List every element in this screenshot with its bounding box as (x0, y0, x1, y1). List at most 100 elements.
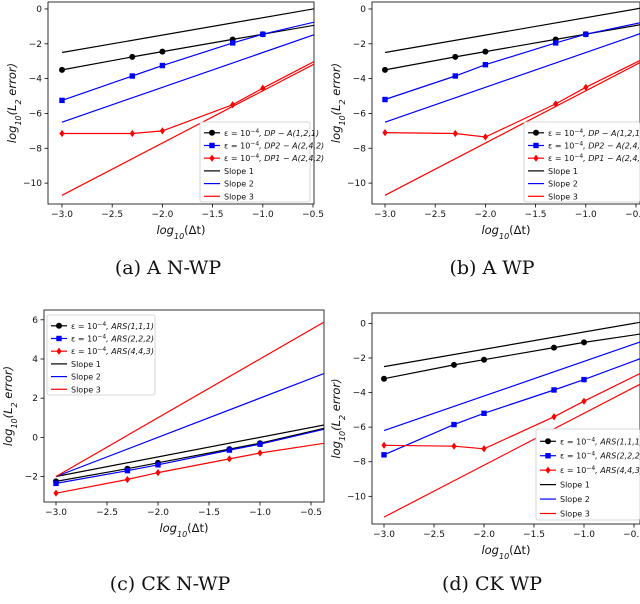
series-line (383, 358, 640, 456)
data-point (533, 154, 539, 162)
legend-label-part: ε = 10 (71, 347, 97, 356)
data-point (482, 61, 489, 68)
legend-label-part: , DP1 − A(2,4,2) (583, 154, 640, 163)
legend: ε = 10−4, DP − A(1,2,1)ε = 10−4, DP2 − A… (523, 121, 640, 203)
data-point (533, 129, 539, 136)
y-axis-label: log10(L2 error) (5, 63, 23, 143)
data-point (552, 40, 559, 46)
y-axis-label-part: (L (1, 407, 15, 418)
x-tick-label: −1.0 (249, 508, 271, 518)
data-point (551, 387, 557, 393)
data-point (229, 40, 236, 46)
data-point (451, 361, 457, 368)
data-point (59, 129, 65, 138)
legend-label-exp: −4 (250, 140, 259, 147)
data-point (482, 48, 489, 55)
y-axis-label-part: error) (5, 63, 19, 99)
legend-label: ε = 10−4, ARS(2,2,2) (560, 450, 640, 461)
data-point (53, 489, 59, 497)
x-axis-label: log10(Δt) (481, 543, 530, 561)
legend-label: Slope 1 (548, 167, 578, 176)
legend-label: Slope 1 (224, 167, 254, 176)
panel-d-chart: −3.0−2.5−2.0−1.5−1.0−0.50−2−4−6−8−10log1… (329, 312, 640, 561)
caption-b: (b) A WP (449, 257, 534, 279)
data-point (56, 335, 62, 342)
y-axis-label-sub: 10 (10, 418, 19, 428)
y-axis-label: log10(L2 error) (1, 366, 19, 446)
legend-label-exp: −4 (586, 450, 595, 457)
legend-label-part: , ARS(2,2,2) (106, 334, 154, 343)
reference-slope-line (384, 33, 640, 123)
data-point (533, 142, 539, 149)
series-line (61, 24, 314, 71)
data-point (159, 62, 166, 69)
reference-slope-line (55, 321, 324, 478)
legend-label-part: , DP1 − A(2,4,2) (259, 154, 324, 163)
x-axis-label: log10(Δt) (156, 223, 205, 241)
data-point (56, 322, 62, 329)
x-axis-label-sub: 10 (174, 232, 184, 241)
legend-label-part: ε = 10 (560, 466, 586, 475)
legend-label: Slope 2 (71, 373, 101, 382)
series-line (384, 22, 640, 101)
legend-label: ε = 10−4, DP − A(1,2,1) (224, 127, 319, 138)
x-axis-label-part: (Δt) (509, 223, 530, 237)
legend-label-exp: −4 (586, 436, 595, 443)
panel-a-chart: −3.0 −2.5 −2.0 −1.5 −1.0 −0.50−2−4−6−8−10log1… (5, 1, 324, 241)
data-point (159, 48, 166, 55)
legend-label-part: ε = 10 (224, 141, 250, 150)
reference-slope-line (61, 63, 314, 196)
x-tick-label: −2.0 (473, 530, 495, 540)
data-point (452, 73, 458, 79)
legend-label: Slope 2 (560, 495, 590, 504)
y-axis-label-sub: 2 (338, 415, 347, 420)
plot-area (59, 8, 314, 196)
y-axis-label-part: log (329, 441, 343, 459)
x-tick-label: −2.5 (96, 508, 118, 518)
y-axis-label-part: log (1, 429, 15, 447)
data-point (381, 452, 387, 458)
plot-frame (47, 1, 315, 205)
legend-box (535, 428, 640, 521)
x-tick-label: −2.5 (424, 210, 446, 220)
data-point (59, 66, 65, 73)
y-axis-label-part: error) (1, 366, 15, 402)
data-point (124, 475, 130, 484)
legend-label-part: , ARS(4,4,3) (595, 466, 640, 475)
series-line (55, 427, 324, 482)
legend-label-part: ε = 10 (548, 141, 574, 150)
data-point (451, 421, 457, 428)
series-line (55, 428, 324, 484)
reference-slope-line (61, 34, 314, 123)
data-point (226, 455, 232, 463)
data-point (124, 467, 131, 474)
reference-slope-line (384, 7, 640, 54)
y-axis-label-sub: 2 (10, 402, 19, 407)
x-tick-label: −2.5 (423, 530, 445, 540)
legend-label: ε = 10−4, DP2 − A(2,4,2) (548, 140, 640, 151)
data-point (551, 344, 557, 351)
reference-slope-line (383, 321, 640, 368)
data-point (545, 466, 551, 474)
data-point (545, 438, 551, 445)
plot-frame (43, 309, 325, 503)
y-tick-label: −2 (25, 473, 38, 483)
x-tick-label: −2.0 (151, 210, 173, 220)
x-axis-label-part: (Δt) (184, 223, 205, 237)
x-tick-label: −1.0 (252, 210, 274, 220)
y-tick-label: 0 (32, 433, 38, 443)
y-tick-label: 0 (36, 5, 42, 15)
y-tick-label: 2 (32, 394, 38, 404)
legend-label: Slope 1 (560, 481, 590, 490)
data-point (257, 449, 263, 457)
data-point (129, 129, 135, 138)
data-point (209, 129, 215, 136)
caption-a: (a) A N-WP (115, 257, 221, 279)
x-axis-label-part: (Δt) (509, 543, 530, 557)
y-axis-label: log10(L2 error) (329, 63, 347, 143)
data-point (551, 413, 557, 421)
plot-frame (371, 312, 640, 525)
y-tick-label: −10 (23, 179, 42, 189)
x-axis-label-part: log (481, 543, 499, 557)
x-tick-label: −2.5 (101, 210, 123, 220)
